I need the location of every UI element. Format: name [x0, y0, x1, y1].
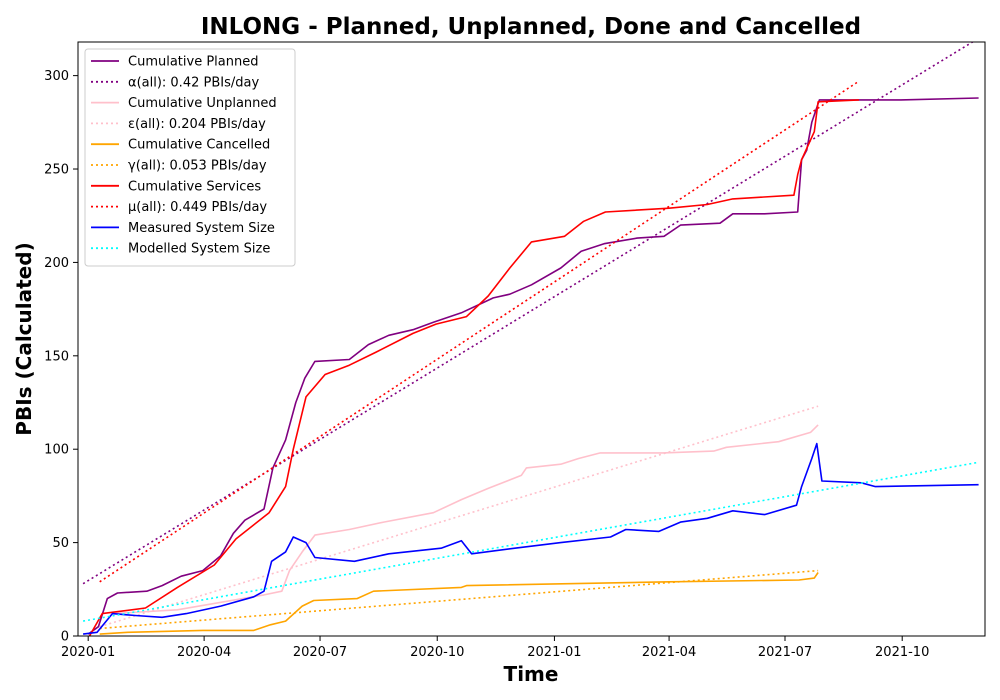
y-tick-label-2: 100	[44, 443, 69, 458]
legend-label-3: ε(all): 0.204 PBIs/day	[128, 117, 266, 132]
x-tick-label-0: 2020-01	[61, 645, 115, 660]
legend-label-5: γ(all): 0.053 PBIs/day	[128, 159, 267, 174]
legend-label-8: Measured System Size	[128, 221, 275, 236]
x-tick-label-1: 2020-04	[177, 645, 231, 660]
series-line-4	[99, 572, 819, 635]
legend-label-2: Cumulative Unplanned	[128, 96, 277, 111]
series-line-6	[88, 99, 859, 636]
x-axis-label: Time	[504, 662, 559, 686]
plot-area	[82, 42, 979, 636]
y-tick-label-6: 300	[44, 69, 69, 84]
legend-label-0: Cumulative Planned	[128, 55, 258, 70]
series-line-5	[99, 569, 819, 630]
series-line-7	[99, 80, 860, 583]
y-axis-label: PBIs (Calculated)	[12, 242, 36, 435]
series-line-8	[82, 442, 979, 635]
y-tick-label-4: 200	[44, 256, 69, 271]
legend-label-9: Modelled System Size	[128, 242, 270, 257]
y-tick-label-3: 150	[44, 349, 69, 364]
x-tick-label-2: 2020-07	[293, 645, 347, 660]
series-line-9	[82, 461, 979, 622]
y-tick-label-0: 0	[61, 630, 69, 645]
series-line-0	[87, 97, 979, 635]
legend-box	[84, 48, 296, 267]
legend-label-1: α(all): 0.42 PBIs/day	[128, 75, 259, 90]
series-line-2	[112, 424, 819, 615]
x-tick-label-7: 2021-10	[875, 645, 929, 660]
y-tick-label-5: 250	[44, 163, 69, 178]
x-tick-label-5: 2021-04	[642, 645, 696, 660]
legend-label-6: Cumulative Services	[128, 179, 261, 194]
x-tick-label-6: 2021-07	[758, 645, 812, 660]
legend-label-7: μ(all): 0.449 PBIs/day	[128, 200, 267, 215]
x-tick-label-4: 2021-01	[527, 645, 581, 660]
x-tick-label-3: 2020-10	[410, 645, 464, 660]
chart-title: INLONG - Planned, Unplanned, Done and Ca…	[201, 14, 861, 40]
axes: 2020-01 2020-04 2020-07 2020-10 2021-01 2021-…	[44, 41, 986, 660]
legend: Cumulative Planned α(all): 0.42 PBIs/day C…	[84, 48, 296, 267]
plot-frame	[77, 41, 986, 637]
y-tick-label-1: 50	[52, 536, 69, 551]
series-line-3	[99, 405, 819, 628]
legend-label-4: Cumulative Cancelled	[128, 138, 270, 153]
